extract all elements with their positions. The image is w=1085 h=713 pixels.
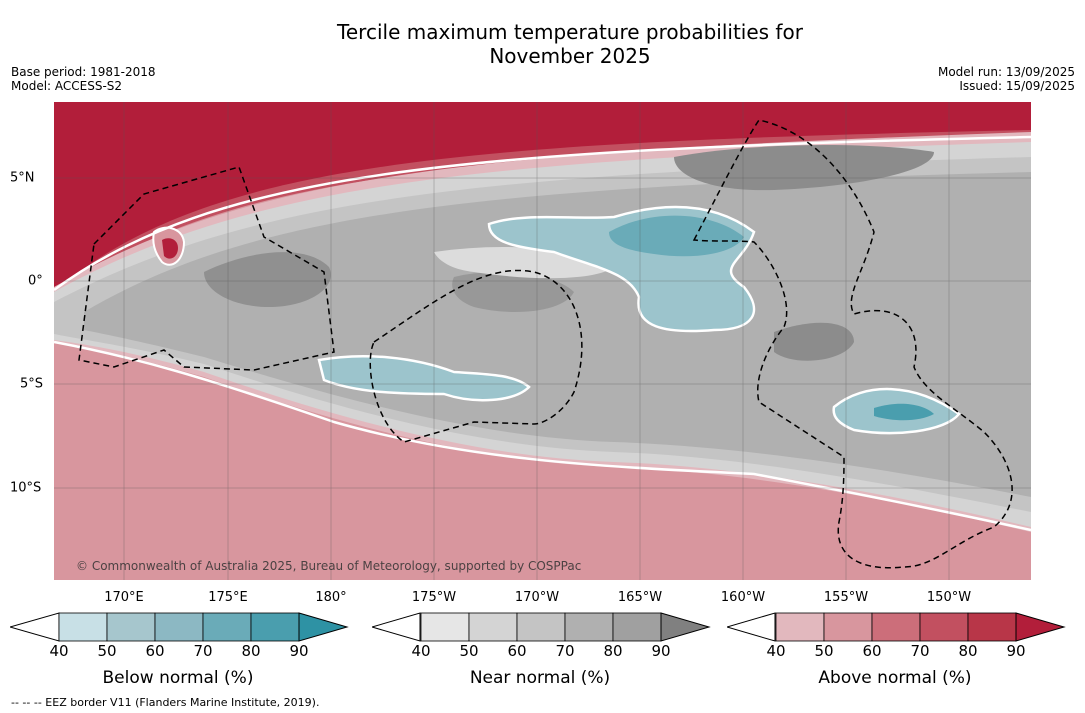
base-info: Base period: 1981-2018 Model: ACCESS-S2 <box>11 65 156 93</box>
near-normal-80-blob-east <box>774 322 854 361</box>
colorbar-title-near: Near normal (%) <box>469 668 611 688</box>
graticule <box>54 102 1031 580</box>
colorbar-cell <box>250 612 300 642</box>
near-normal-boundary-south <box>54 340 1031 532</box>
model-name: Model: ACCESS-S2 <box>11 79 123 93</box>
below-normal-70-core-central <box>609 215 744 257</box>
colorbar-max-arrow <box>1015 612 1066 642</box>
near-normal-80-blob-center <box>452 272 574 312</box>
colorbar-cells <box>420 612 662 642</box>
lon-label: 175°E <box>208 590 248 605</box>
lon-label: 180° <box>315 590 347 605</box>
colorbar-tick-label: 40 <box>411 642 431 660</box>
colorbar-cell <box>919 612 969 642</box>
above-normal-islet-core <box>162 238 178 259</box>
chart-title: Tercile maximum temperature probabilitie… <box>0 20 1085 68</box>
colorbar-cell <box>154 612 204 642</box>
lon-label: 170°E <box>104 590 144 605</box>
colorbar-min-arrow <box>727 612 776 642</box>
colorbar-cells <box>58 612 300 642</box>
colorbar-cell <box>775 612 825 642</box>
lon-label: 165°W <box>617 590 663 605</box>
lon-label: 170°W <box>514 590 560 605</box>
colorbar-above-normal <box>727 612 1066 642</box>
colorbar-cell <box>468 612 518 642</box>
lon-label: 160°W <box>720 590 766 605</box>
colorbar-tick-label: 90 <box>1006 642 1026 660</box>
colorbar-below-normal <box>10 612 349 642</box>
colorbar-tick-label: 40 <box>49 642 69 660</box>
colorbar-tick-label: 70 <box>555 642 575 660</box>
run-info: Model run: 13/09/2025 Issued: 15/09/2025 <box>938 65 1075 93</box>
colorbar-cells <box>775 612 1017 642</box>
near-normal-80-blob-west <box>204 252 331 307</box>
colorbar-cell <box>106 612 156 642</box>
colorbar-cell <box>58 612 108 642</box>
eez-border-central <box>369 269 583 443</box>
near-normal-boundary-north <box>54 135 1031 292</box>
colorbar-cell <box>516 612 566 642</box>
colorbar-tick-label: 50 <box>814 642 834 660</box>
near-normal-80-blob-north <box>674 145 934 191</box>
colorbar-cell <box>871 612 921 642</box>
colorbar-max-arrow <box>298 612 349 642</box>
lon-label: 175°W <box>411 590 457 605</box>
colorbar-tick-label: 70 <box>910 642 930 660</box>
colorbar-tick-label: 90 <box>289 642 309 660</box>
colorbar-tick-label: 80 <box>241 642 261 660</box>
colorbar-tick-label: 60 <box>145 642 165 660</box>
near-normal-70-band <box>84 172 1031 497</box>
colorbar-title-above: Above normal (%) <box>818 668 972 688</box>
colorbar-cell <box>612 612 662 642</box>
base-period: Base period: 1981-2018 <box>11 65 156 79</box>
colorbar-tick-label: 50 <box>459 642 479 660</box>
lat-label: 10°S <box>10 480 42 496</box>
colorbar-cell <box>420 612 470 642</box>
colorbar-min-arrow <box>10 612 60 642</box>
probability-map <box>54 102 1031 580</box>
colorbar-near-normal <box>372 612 711 642</box>
title-line-1: Tercile maximum temperature probabilitie… <box>337 20 803 44</box>
colorbar-tick-label: 70 <box>193 642 213 660</box>
lon-label: 150°W <box>926 590 972 605</box>
colorbar-tick-label: 60 <box>507 642 527 660</box>
colorbar-cell <box>202 612 252 642</box>
eez-borders <box>78 119 1013 569</box>
colorbar-tick-label: 90 <box>651 642 671 660</box>
copyright-notice: © Commonwealth of Australia 2025, Bureau… <box>76 559 582 573</box>
below-normal-80-core-southeast <box>874 403 934 421</box>
colorbar-min-arrow <box>372 612 421 642</box>
eez-border-east <box>692 119 1013 569</box>
colorbar-cell <box>564 612 614 642</box>
colorbar-tick-label: 40 <box>766 642 786 660</box>
lat-label: 5°S <box>20 376 44 392</box>
lat-label: 5°N <box>10 170 35 186</box>
colorbar-max-arrow <box>660 612 711 642</box>
lon-label: 155°W <box>823 590 869 605</box>
eez-footnote: -- -- -- EEZ border V11 (Flanders Marine… <box>11 696 320 709</box>
colorbar-tick-label: 80 <box>603 642 623 660</box>
colorbar-title-below: Below normal (%) <box>102 668 254 688</box>
colorbar-cell <box>823 612 873 642</box>
eez-border-west <box>78 166 335 371</box>
model-run: Model run: 13/09/2025 <box>937 65 1075 79</box>
lat-label: 0° <box>28 273 43 289</box>
below-normal-patch-southwest <box>317 354 531 402</box>
colorbar-tick-label: 80 <box>958 642 978 660</box>
title-line-2: November 2025 <box>489 44 651 68</box>
colorbar-cell <box>967 612 1017 642</box>
colorbar-tick-label: 60 <box>862 642 882 660</box>
colorbar-tick-label: 50 <box>97 642 117 660</box>
issued-date: Issued: 15/09/2025 <box>959 79 1075 93</box>
